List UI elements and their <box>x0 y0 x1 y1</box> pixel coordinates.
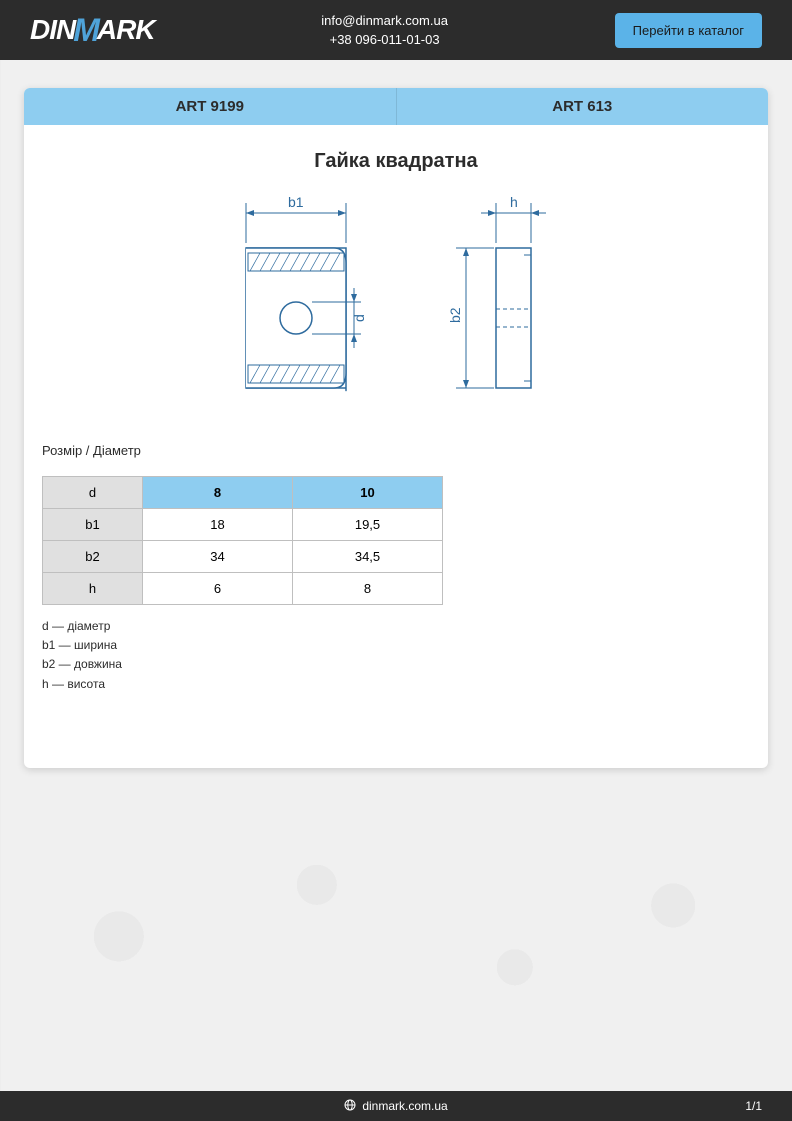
footer: dinmark.com.ua 1/1 <box>0 1091 792 1121</box>
cell: 34 <box>143 541 293 573</box>
footer-site[interactable]: dinmark.com.ua <box>362 1099 447 1113</box>
svg-text:d: d <box>351 314 367 322</box>
legend-line: d — діаметр <box>42 617 768 636</box>
row-label-b1: b1 <box>43 509 143 541</box>
diagram-front: b1 <box>216 193 376 413</box>
table-header-row: d 8 10 <box>43 477 443 509</box>
legend: d — діаметр b1 — ширина b2 — довжина h —… <box>42 617 768 694</box>
catalog-button[interactable]: Перейти в каталог <box>615 13 762 48</box>
logo: DIN M ARK <box>30 12 155 49</box>
legend-line: b1 — ширина <box>42 636 768 655</box>
svg-text:b1: b1 <box>288 194 304 210</box>
cell: 19,5 <box>293 509 443 541</box>
contact-email[interactable]: info@dinmark.com.ua <box>321 11 448 31</box>
contact-block: info@dinmark.com.ua +38 096-011-01-03 <box>321 11 448 50</box>
footer-page: 1/1 <box>745 1099 762 1113</box>
technical-diagram: b1 <box>24 193 768 413</box>
contact-phone[interactable]: +38 096-011-01-03 <box>321 30 448 50</box>
diagram-side: h b2 <box>436 193 576 413</box>
cell: 18 <box>143 509 293 541</box>
svg-text:h: h <box>510 194 518 210</box>
legend-line: b2 — довжина <box>42 655 768 674</box>
tab-art-9199[interactable]: ART 9199 <box>24 88 397 125</box>
header: DIN M ARK info@dinmark.com.ua +38 096-01… <box>0 0 792 60</box>
table-col-1: 10 <box>293 477 443 509</box>
row-label-b2: b2 <box>43 541 143 573</box>
svg-text:b2: b2 <box>447 307 463 323</box>
table-row: b1 18 19,5 <box>43 509 443 541</box>
row-label-h: h <box>43 573 143 605</box>
logo-letter: M <box>73 12 99 49</box>
table-col-0: 8 <box>143 477 293 509</box>
cell: 8 <box>293 573 443 605</box>
table-row: h 6 8 <box>43 573 443 605</box>
logo-prefix: DIN <box>30 14 75 46</box>
legend-line: h — висота <box>42 675 768 694</box>
tabs: ART 9199 ART 613 <box>24 88 768 125</box>
table-row: b2 34 34,5 <box>43 541 443 573</box>
globe-icon <box>344 1099 356 1114</box>
table-header-label: d <box>43 477 143 509</box>
tab-art-613[interactable]: ART 613 <box>397 88 769 125</box>
page-title: Гайка квадратна <box>24 150 768 173</box>
sizes-table: d 8 10 b1 18 19,5 b2 34 34,5 h 6 8 <box>42 476 443 605</box>
cell: 34,5 <box>293 541 443 573</box>
cell: 6 <box>143 573 293 605</box>
section-label: Розмір / Діаметр <box>42 443 768 458</box>
logo-suffix: ARK <box>97 14 155 46</box>
page-card: ART 9199 ART 613 Гайка квадратна b1 <box>24 88 768 768</box>
